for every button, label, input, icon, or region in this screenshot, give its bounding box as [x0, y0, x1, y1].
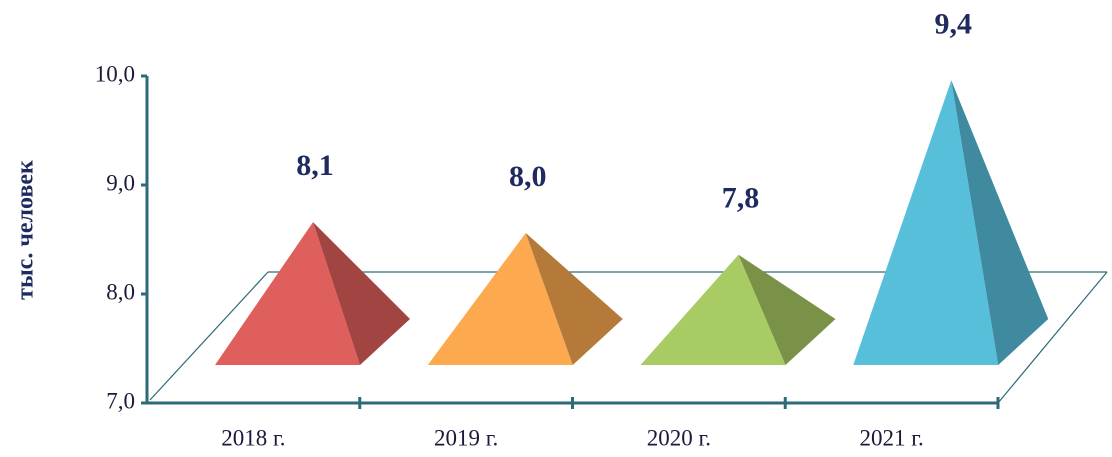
x-tick-label: 2020 г. [647, 425, 711, 450]
y-axis-label: тыс. человек [13, 160, 39, 300]
x-tick-label: 2019 г. [434, 425, 498, 450]
y-tick-label: 10,0 [95, 61, 135, 86]
pyramid [215, 222, 410, 365]
y-tick-label: 8,0 [106, 279, 135, 304]
y-tick-label: 9,0 [106, 170, 135, 195]
pyramid-front-face [215, 222, 360, 365]
value-label: 9,4 [935, 7, 973, 40]
pyramid-side-face [525, 233, 623, 365]
x-tick-label: 2021 г. [859, 425, 923, 450]
pyramid-front-face [853, 80, 999, 366]
value-label: 8,1 [296, 149, 334, 182]
pyramid-side-face [738, 254, 836, 365]
pyramid-front-face [640, 254, 786, 365]
pyramid-side-face [951, 80, 1049, 366]
x-tick-label: 2018 г. [221, 425, 285, 450]
pyramid [853, 80, 1049, 366]
y-tick-label: 7,0 [106, 388, 135, 413]
pyramid [640, 254, 836, 365]
value-label: 8,0 [509, 160, 547, 193]
value-label: 7,8 [722, 182, 760, 215]
pyramid-front-face [427, 233, 573, 365]
pyramid [427, 233, 623, 365]
pyramid-side-face [313, 222, 410, 365]
